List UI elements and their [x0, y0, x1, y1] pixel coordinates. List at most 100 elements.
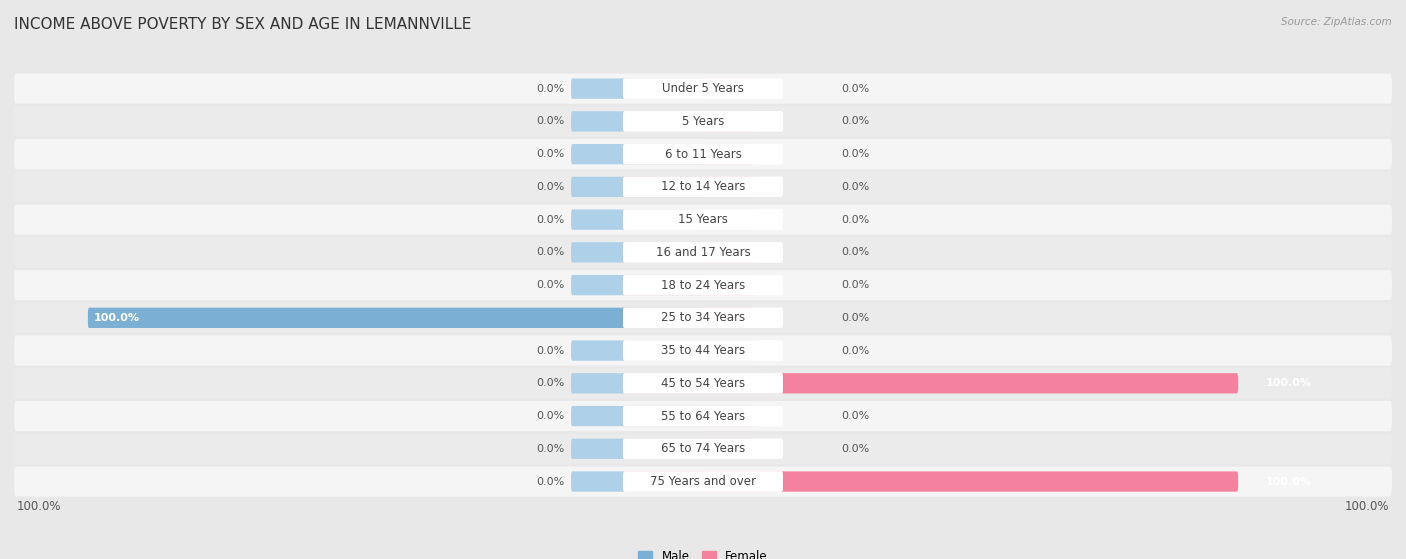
- FancyBboxPatch shape: [623, 406, 783, 426]
- FancyBboxPatch shape: [623, 111, 755, 131]
- Text: 0.0%: 0.0%: [841, 149, 869, 159]
- Text: 0.0%: 0.0%: [841, 411, 869, 421]
- Text: 55 to 64 Years: 55 to 64 Years: [661, 410, 745, 423]
- Text: 65 to 74 Years: 65 to 74 Years: [661, 442, 745, 455]
- Text: 0.0%: 0.0%: [841, 444, 869, 454]
- Text: 0.0%: 0.0%: [537, 116, 565, 126]
- Text: 100.0%: 100.0%: [1265, 378, 1312, 389]
- FancyBboxPatch shape: [623, 111, 783, 131]
- FancyBboxPatch shape: [14, 335, 1392, 366]
- FancyBboxPatch shape: [14, 401, 1392, 431]
- FancyBboxPatch shape: [623, 210, 783, 230]
- FancyBboxPatch shape: [623, 406, 755, 426]
- Text: 6 to 11 Years: 6 to 11 Years: [665, 148, 741, 160]
- FancyBboxPatch shape: [14, 74, 1392, 104]
- Text: 0.0%: 0.0%: [841, 116, 869, 126]
- Text: 0.0%: 0.0%: [841, 182, 869, 192]
- Legend: Male, Female: Male, Female: [634, 546, 772, 559]
- FancyBboxPatch shape: [623, 307, 783, 328]
- Text: Under 5 Years: Under 5 Years: [662, 82, 744, 95]
- Text: 45 to 54 Years: 45 to 54 Years: [661, 377, 745, 390]
- FancyBboxPatch shape: [571, 111, 703, 131]
- FancyBboxPatch shape: [14, 172, 1392, 202]
- FancyBboxPatch shape: [623, 242, 783, 263]
- FancyBboxPatch shape: [571, 242, 703, 263]
- FancyBboxPatch shape: [571, 340, 703, 361]
- FancyBboxPatch shape: [571, 471, 703, 492]
- FancyBboxPatch shape: [571, 373, 703, 394]
- FancyBboxPatch shape: [623, 177, 783, 197]
- Text: 12 to 14 Years: 12 to 14 Years: [661, 181, 745, 193]
- FancyBboxPatch shape: [571, 78, 703, 99]
- Text: 100.0%: 100.0%: [17, 500, 62, 513]
- Text: 75 Years and over: 75 Years and over: [650, 475, 756, 488]
- Text: 0.0%: 0.0%: [841, 215, 869, 225]
- FancyBboxPatch shape: [571, 144, 703, 164]
- Text: 5 Years: 5 Years: [682, 115, 724, 128]
- FancyBboxPatch shape: [14, 368, 1392, 399]
- FancyBboxPatch shape: [623, 210, 755, 230]
- FancyBboxPatch shape: [87, 307, 703, 328]
- FancyBboxPatch shape: [14, 466, 1392, 496]
- Text: 100.0%: 100.0%: [1344, 500, 1389, 513]
- FancyBboxPatch shape: [623, 471, 783, 492]
- Text: 0.0%: 0.0%: [537, 411, 565, 421]
- Text: 0.0%: 0.0%: [841, 345, 869, 356]
- Text: 0.0%: 0.0%: [537, 247, 565, 257]
- FancyBboxPatch shape: [623, 144, 783, 164]
- FancyBboxPatch shape: [623, 373, 783, 394]
- FancyBboxPatch shape: [14, 237, 1392, 267]
- Text: INCOME ABOVE POVERTY BY SEX AND AGE IN LEMANNVILLE: INCOME ABOVE POVERTY BY SEX AND AGE IN L…: [14, 17, 471, 32]
- FancyBboxPatch shape: [14, 205, 1392, 235]
- FancyBboxPatch shape: [623, 78, 783, 99]
- FancyBboxPatch shape: [623, 275, 783, 295]
- FancyBboxPatch shape: [623, 144, 755, 164]
- FancyBboxPatch shape: [14, 303, 1392, 333]
- FancyBboxPatch shape: [14, 106, 1392, 136]
- FancyBboxPatch shape: [623, 275, 755, 295]
- Text: Source: ZipAtlas.com: Source: ZipAtlas.com: [1281, 17, 1392, 27]
- FancyBboxPatch shape: [623, 275, 783, 295]
- Text: 100.0%: 100.0%: [1265, 476, 1312, 486]
- FancyBboxPatch shape: [623, 307, 783, 328]
- Text: 0.0%: 0.0%: [537, 345, 565, 356]
- FancyBboxPatch shape: [623, 439, 755, 459]
- Text: 0.0%: 0.0%: [537, 378, 565, 389]
- FancyBboxPatch shape: [623, 439, 783, 459]
- FancyBboxPatch shape: [571, 406, 703, 426]
- Text: 15 Years: 15 Years: [678, 213, 728, 226]
- Text: 0.0%: 0.0%: [841, 84, 869, 94]
- FancyBboxPatch shape: [623, 177, 783, 197]
- FancyBboxPatch shape: [571, 439, 703, 459]
- FancyBboxPatch shape: [623, 373, 783, 394]
- Text: 16 and 17 Years: 16 and 17 Years: [655, 246, 751, 259]
- FancyBboxPatch shape: [623, 111, 783, 131]
- Text: 18 to 24 Years: 18 to 24 Years: [661, 278, 745, 292]
- Text: 25 to 34 Years: 25 to 34 Years: [661, 311, 745, 324]
- FancyBboxPatch shape: [571, 177, 703, 197]
- FancyBboxPatch shape: [623, 210, 783, 230]
- FancyBboxPatch shape: [623, 439, 783, 459]
- FancyBboxPatch shape: [623, 406, 783, 426]
- Text: 0.0%: 0.0%: [537, 444, 565, 454]
- FancyBboxPatch shape: [14, 270, 1392, 300]
- FancyBboxPatch shape: [623, 307, 755, 328]
- Text: 0.0%: 0.0%: [841, 313, 869, 323]
- Text: 100.0%: 100.0%: [94, 313, 141, 323]
- FancyBboxPatch shape: [623, 242, 783, 263]
- FancyBboxPatch shape: [571, 210, 703, 230]
- FancyBboxPatch shape: [623, 471, 783, 492]
- FancyBboxPatch shape: [623, 78, 755, 99]
- Text: 0.0%: 0.0%: [537, 182, 565, 192]
- Text: 0.0%: 0.0%: [537, 84, 565, 94]
- FancyBboxPatch shape: [14, 139, 1392, 169]
- Text: 0.0%: 0.0%: [537, 280, 565, 290]
- FancyBboxPatch shape: [623, 340, 755, 361]
- FancyBboxPatch shape: [623, 144, 783, 164]
- Text: 0.0%: 0.0%: [537, 215, 565, 225]
- FancyBboxPatch shape: [623, 340, 783, 361]
- FancyBboxPatch shape: [623, 242, 755, 263]
- Text: 35 to 44 Years: 35 to 44 Years: [661, 344, 745, 357]
- Text: 0.0%: 0.0%: [841, 280, 869, 290]
- Text: 0.0%: 0.0%: [841, 247, 869, 257]
